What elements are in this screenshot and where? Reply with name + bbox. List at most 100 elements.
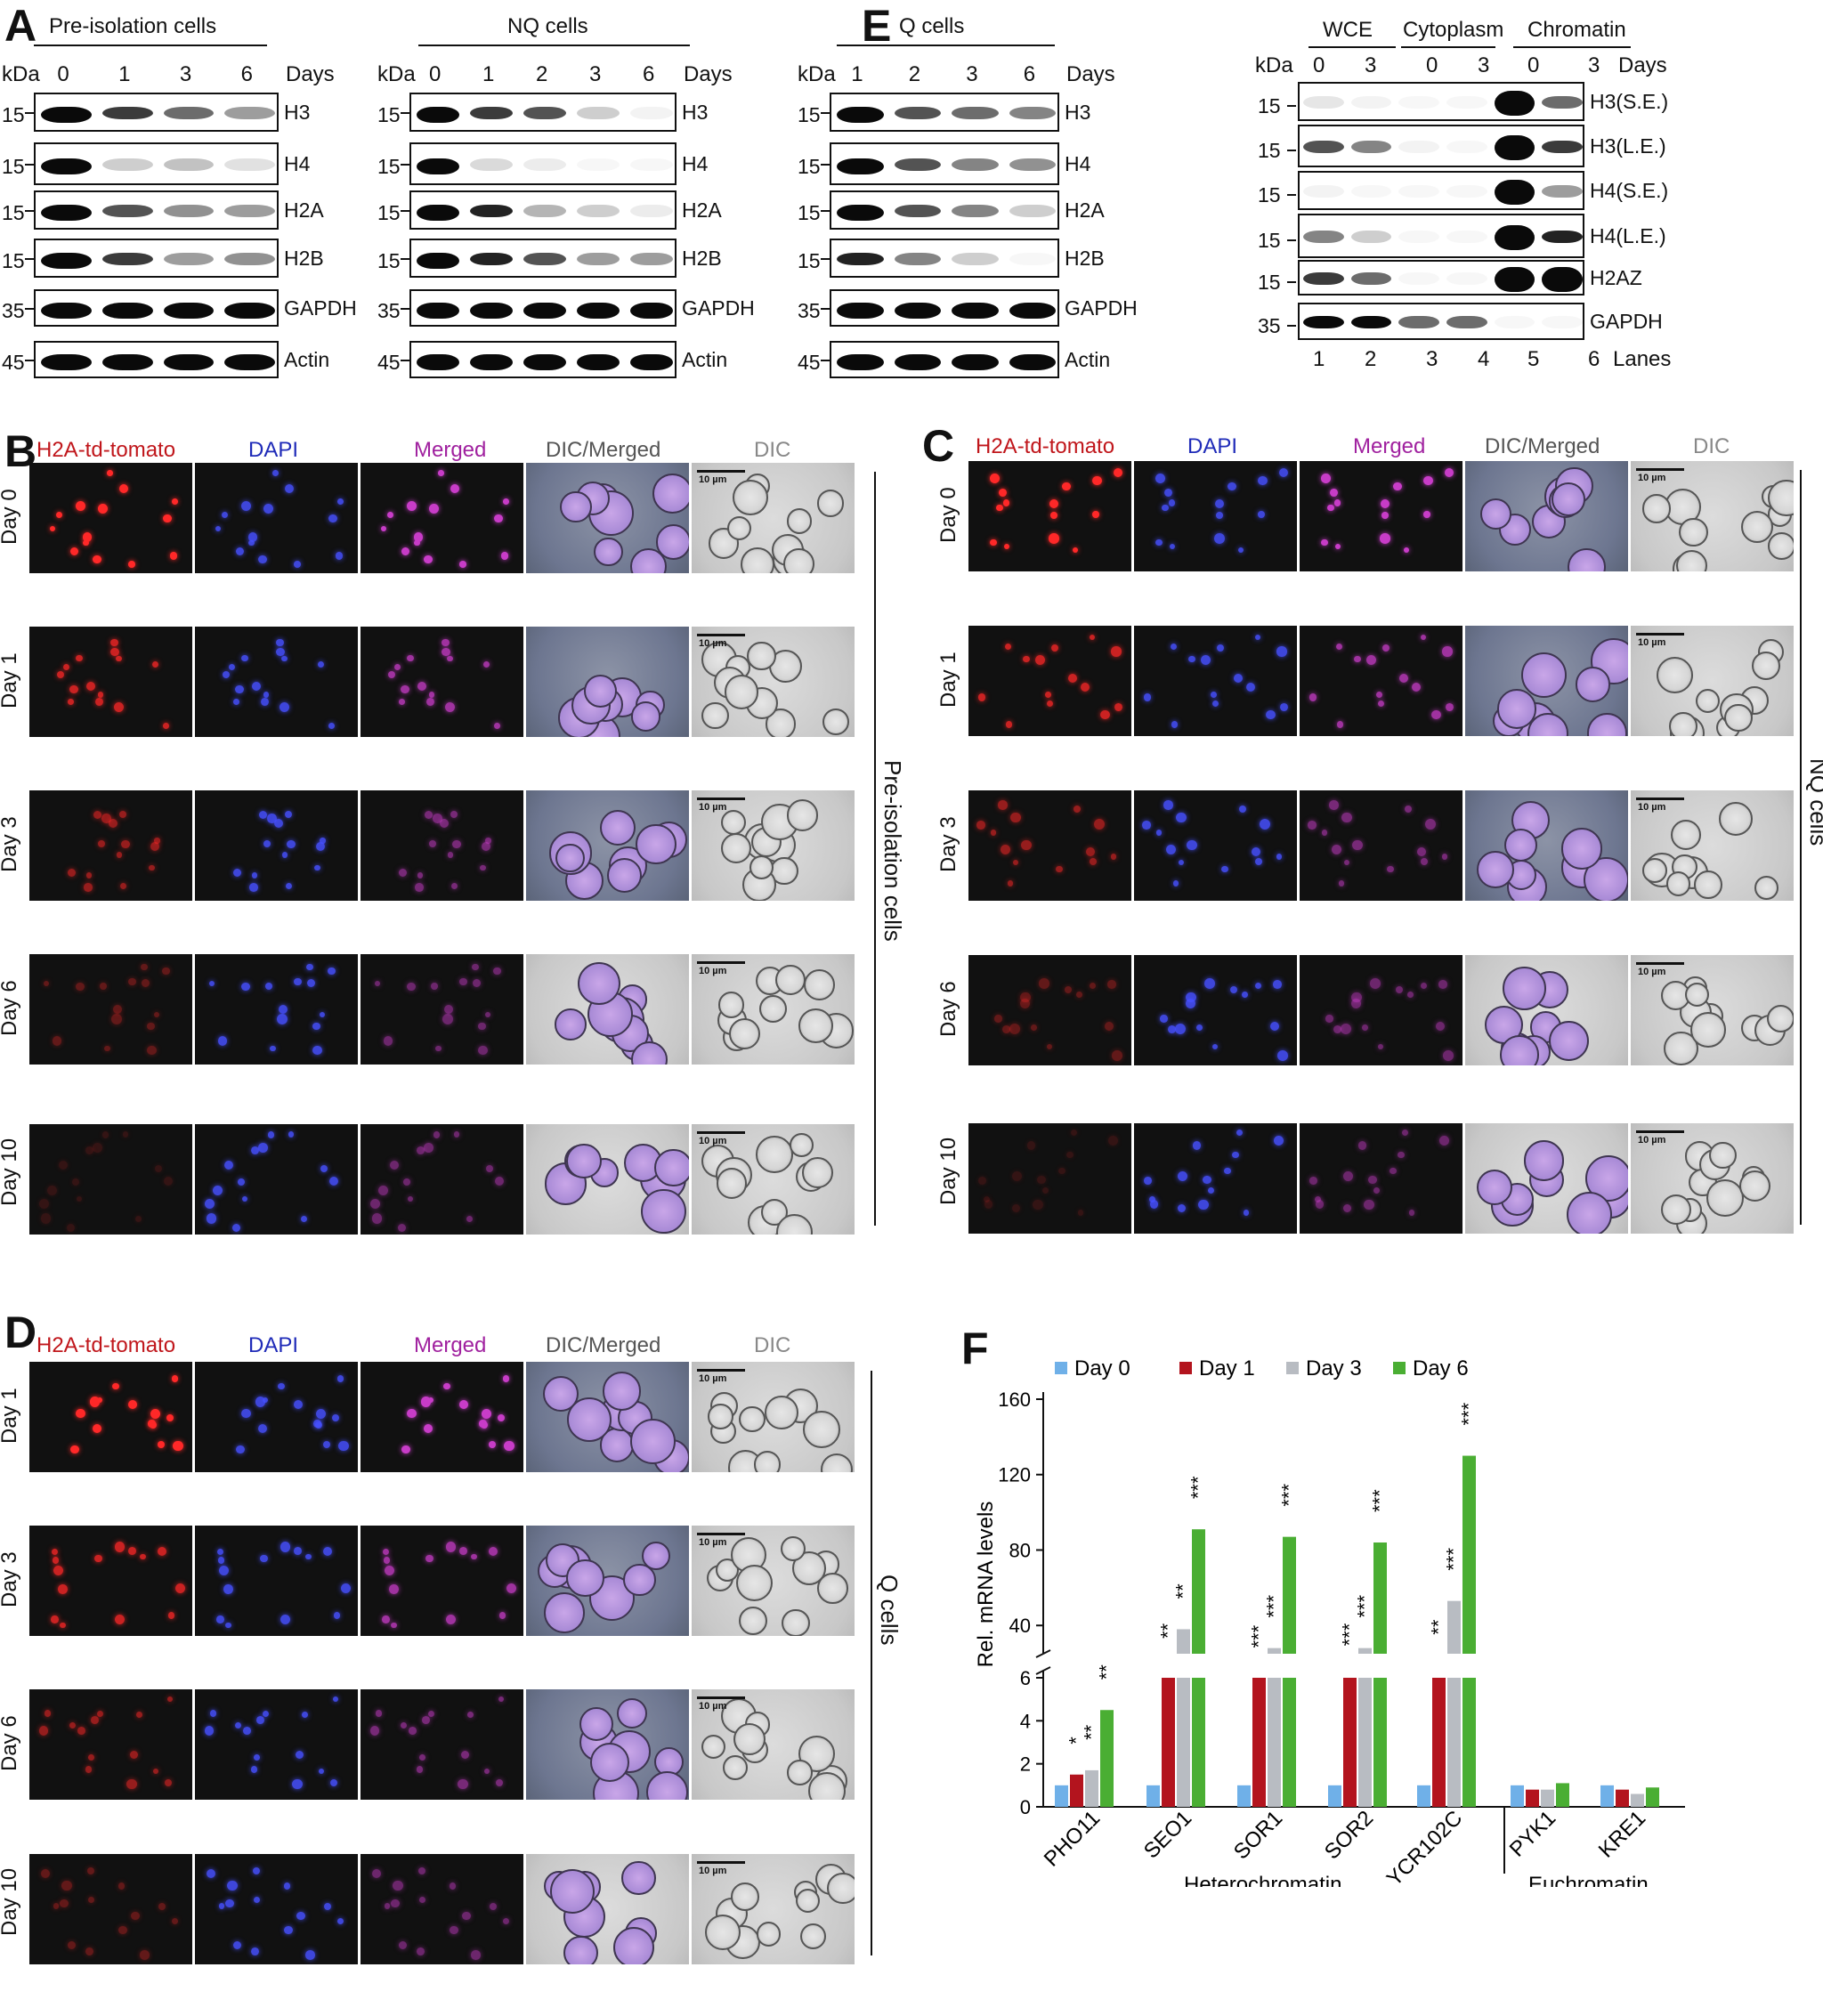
nucleus-dot — [117, 852, 123, 858]
nucleus-dot — [128, 1400, 138, 1410]
lane-day-label: 2 — [536, 62, 548, 86]
bar — [1343, 1678, 1357, 1807]
nucleus-dot — [323, 1441, 330, 1448]
kda-marker: 15 — [377, 249, 401, 272]
blot-band — [224, 205, 275, 217]
nucleus-dot — [990, 538, 997, 547]
nucleus-dot — [1276, 854, 1283, 860]
scale-bar — [1636, 633, 1684, 636]
nucleus-dot — [420, 1397, 432, 1407]
yeast-cell — [808, 1772, 847, 1800]
yeast-cell — [1738, 1170, 1771, 1202]
nucleus-dot — [332, 1696, 339, 1703]
nucleus-dot — [1163, 488, 1172, 497]
nucleus-dot — [1093, 819, 1105, 830]
nucleus-dot — [1089, 982, 1096, 989]
nucleus-dot — [1382, 644, 1390, 652]
nucleus-dot — [284, 1925, 293, 1934]
blot-band — [1446, 272, 1487, 285]
legend-label: Day 0 — [1074, 1356, 1130, 1380]
lanes-label: Lanes — [1613, 347, 1672, 371]
blot-strip — [34, 93, 279, 132]
nucleus-dot — [380, 525, 387, 532]
blot-band — [1009, 253, 1057, 265]
nucleus-dot — [1100, 709, 1110, 720]
nucleus-dot — [417, 872, 424, 878]
lane-number: 1 — [1313, 347, 1325, 371]
nucleus-dot — [1273, 980, 1282, 989]
nucleus-dot — [247, 532, 257, 542]
lane-day-label: 6 — [643, 62, 655, 86]
nucleus-dot — [56, 670, 65, 679]
side-group-label: Pre-isolation cells — [879, 759, 906, 942]
nucleus-dot — [329, 1176, 339, 1186]
yeast-cell — [741, 547, 775, 573]
yeast-cell — [1751, 651, 1780, 680]
nucleus-dot — [1381, 511, 1389, 519]
day-row-label: Day 3 — [936, 816, 960, 872]
category-label: SOR2 — [1320, 1806, 1378, 1864]
nucleus-dot — [139, 1553, 146, 1560]
bar — [1447, 1678, 1461, 1807]
nucleus-dot — [1276, 646, 1287, 657]
scale-bar — [697, 1696, 745, 1699]
nucleus-dot — [1033, 1199, 1043, 1210]
nucleus-dot — [407, 501, 417, 512]
kda-marker: 15 — [2, 103, 25, 126]
nucleus-dot — [250, 1146, 259, 1154]
nucleus-dot — [442, 647, 450, 657]
yeast-cell — [583, 675, 618, 708]
nucleus-dot — [305, 963, 313, 971]
blot-strip — [830, 93, 1059, 132]
nucleus-dot — [1370, 978, 1381, 989]
blot-band — [523, 158, 566, 171]
nucleus-dot — [1325, 1015, 1333, 1023]
column-header: DIC — [754, 1333, 791, 1357]
nucleus-dot — [417, 1947, 425, 1955]
nucleus-dot — [1233, 673, 1243, 683]
nucleus-dot — [40, 1213, 51, 1224]
nucleus-dot — [1049, 532, 1060, 544]
bar — [1462, 1678, 1476, 1807]
nucleus-dot — [150, 1409, 161, 1420]
nucleus-dot — [285, 483, 295, 493]
column-header: DIC — [1693, 434, 1730, 458]
blot-band — [1398, 96, 1439, 109]
panel-label-c: C — [922, 421, 955, 471]
nucleus-dot — [1315, 1196, 1322, 1203]
nucleus-dot — [147, 1045, 157, 1056]
yeast-cell — [787, 1760, 813, 1785]
lane-number: 3 — [1426, 347, 1438, 371]
blot-band — [417, 303, 459, 319]
nucleus-dot — [399, 699, 405, 705]
nucleus-dot — [1066, 1151, 1074, 1159]
nucleus-dot — [1420, 634, 1426, 640]
yeast-cell — [786, 799, 819, 831]
red-fluorescence-image — [29, 1124, 192, 1235]
nucleus-dot — [336, 498, 344, 505]
yeast-cell — [549, 1869, 595, 1915]
nucleus-dot — [77, 1726, 85, 1735]
nucleus-dot — [1067, 673, 1077, 683]
nucleus-dot — [226, 1880, 238, 1891]
blot-band — [1303, 231, 1344, 243]
nucleus-dot — [1441, 854, 1448, 860]
side-bracket-line — [871, 1371, 872, 1955]
nucleus-dot — [401, 685, 409, 694]
blot-band — [1446, 96, 1487, 109]
blot-band — [224, 158, 275, 171]
bar — [1631, 1793, 1644, 1807]
nucleus-dot — [62, 663, 69, 670]
nucleus-dot — [1279, 468, 1289, 478]
dic-merged-image — [526, 1526, 689, 1636]
nucleus-dot — [1192, 1141, 1202, 1150]
blot-strip — [830, 142, 1059, 185]
blot-band — [523, 205, 566, 217]
nucleus-dot — [1215, 498, 1225, 508]
red-fluorescence-image — [29, 954, 192, 1065]
nucleus-dot — [223, 1584, 233, 1594]
nucleus-dot — [131, 1911, 140, 1920]
category-label: KRE1 — [1594, 1806, 1650, 1862]
dic-image: 10 µm — [1631, 626, 1794, 736]
nucleus-dot — [1149, 1199, 1159, 1209]
